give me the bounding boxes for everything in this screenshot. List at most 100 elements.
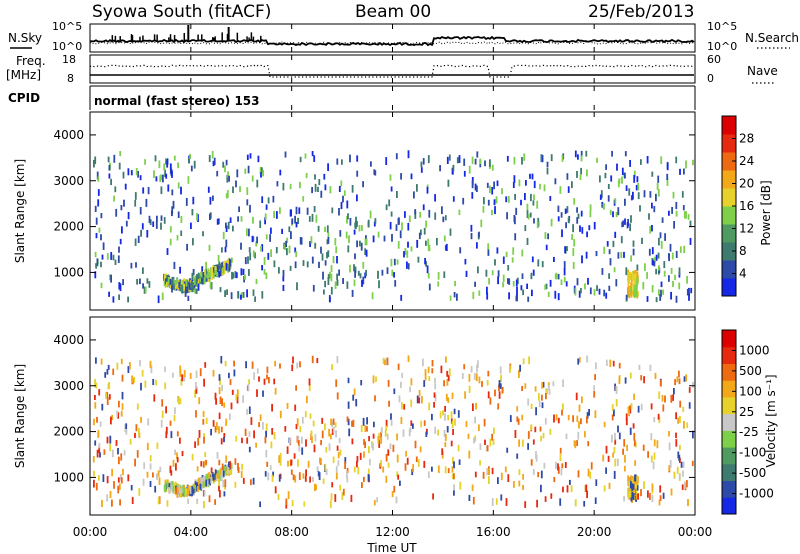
data-cell: [647, 490, 649, 498]
data-cell: [339, 230, 342, 237]
data-cell: [564, 462, 567, 468]
data-cell: [362, 261, 365, 269]
colorbar-swatch: [722, 260, 736, 279]
data-cell: [410, 420, 413, 426]
data-cell: [541, 261, 544, 268]
data-cell: [344, 461, 346, 469]
data-cell: [331, 428, 334, 435]
data-cell: [595, 362, 597, 370]
data-cell: [623, 251, 625, 258]
data-cell: [120, 477, 123, 484]
data-cell: [472, 291, 475, 299]
data-cell: [557, 205, 560, 212]
data-cell: [632, 248, 635, 256]
data-cell: [210, 467, 213, 474]
data-cell: [215, 398, 217, 405]
data-cell: [299, 361, 301, 368]
data-cell: [423, 420, 426, 426]
data-cell: [609, 209, 612, 215]
data-cell: [554, 273, 557, 279]
data-cell: [536, 221, 539, 229]
data-cell: [223, 437, 225, 443]
data-cell: [93, 159, 95, 168]
data-cell: [202, 231, 204, 237]
data-cell: [512, 281, 515, 287]
data-cell: [407, 222, 410, 231]
data-cell: [362, 417, 365, 426]
data-cell: [237, 292, 240, 299]
data-cell: [659, 232, 662, 239]
data-cell: [148, 215, 151, 224]
data-cell: [636, 291, 639, 299]
data-cell: [178, 396, 180, 405]
data-cell: [317, 186, 319, 192]
data-cell: [578, 290, 581, 298]
data-cell: [202, 481, 205, 489]
data-cell: [416, 184, 418, 192]
data-cell: [161, 410, 164, 419]
data-cell: [111, 468, 113, 477]
data-cell: [632, 191, 634, 200]
data-cell: [630, 195, 633, 201]
data-cell: [101, 403, 104, 411]
data-cell: [414, 440, 417, 449]
data-cell: [387, 379, 390, 387]
data-cell: [220, 426, 223, 433]
data-cell: [643, 190, 646, 198]
data-cell: [186, 286, 189, 293]
data-cell: [636, 279, 639, 286]
data-cell: [444, 413, 446, 421]
data-cell: [524, 501, 527, 508]
data-cell: [250, 417, 253, 425]
data-cell: [330, 418, 332, 426]
data-cell: [668, 465, 671, 472]
data-cell: [616, 163, 618, 171]
data-cell: [622, 448, 624, 455]
data-cell: [486, 380, 489, 386]
data-cell: [185, 280, 188, 287]
data-cell: [279, 410, 282, 419]
data-cell: [675, 156, 678, 164]
data-cell: [224, 290, 226, 297]
data-cell: [244, 274, 246, 280]
data-cell: [649, 493, 651, 500]
data-cell: [111, 449, 114, 458]
data-cell: [561, 154, 564, 162]
data-cell: [194, 288, 196, 294]
data-cell: [181, 451, 184, 457]
data-cell: [391, 269, 394, 277]
data-cell: [347, 418, 350, 426]
data-cell: [425, 240, 427, 246]
data-cell: [314, 434, 317, 442]
data-cell: [270, 441, 273, 449]
data-cell: [614, 458, 617, 467]
data-cell: [209, 196, 212, 205]
data-cell: [155, 379, 157, 386]
data-cell: [268, 377, 270, 384]
data-cell: [589, 204, 592, 211]
data-cell: [179, 398, 182, 404]
data-cell: [149, 463, 152, 470]
data-cell: [593, 222, 596, 230]
data-cell: [617, 207, 620, 216]
data-cell: [337, 460, 340, 466]
data-cell: [517, 418, 520, 425]
data-cell: [613, 471, 616, 479]
data-cell: [236, 396, 239, 404]
data-cell: [248, 431, 251, 437]
data-cell: [364, 248, 367, 255]
data-cell: [165, 426, 168, 435]
data-cell: [507, 474, 510, 482]
data-cell: [301, 447, 304, 455]
data-cell: [589, 471, 592, 479]
data-cell: [196, 281, 199, 288]
data-cell: [637, 405, 640, 413]
data-cell: [627, 491, 630, 499]
data-cell: [282, 284, 285, 291]
data-cell: [675, 432, 677, 439]
data-cell: [359, 452, 362, 460]
data-cell: [135, 168, 138, 176]
data-cell: [282, 276, 285, 282]
data-cell: [627, 271, 630, 278]
data-cell: [491, 187, 494, 195]
